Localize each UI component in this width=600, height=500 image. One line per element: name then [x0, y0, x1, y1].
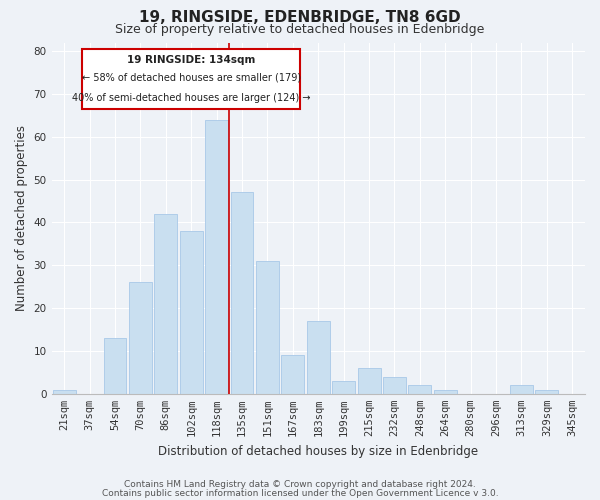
Bar: [256, 261, 279, 394]
Text: Contains public sector information licensed under the Open Government Licence v : Contains public sector information licen…: [101, 488, 499, 498]
Bar: [409, 385, 431, 394]
X-axis label: Distribution of detached houses by size in Edenbridge: Distribution of detached houses by size …: [158, 444, 478, 458]
Text: 19, RINGSIDE, EDENBRIDGE, TN8 6GD: 19, RINGSIDE, EDENBRIDGE, TN8 6GD: [139, 10, 461, 25]
Bar: [434, 390, 457, 394]
Bar: [53, 390, 76, 394]
Text: Contains HM Land Registry data © Crown copyright and database right 2024.: Contains HM Land Registry data © Crown c…: [124, 480, 476, 489]
FancyBboxPatch shape: [82, 49, 301, 109]
Bar: [383, 376, 406, 394]
Bar: [205, 120, 228, 394]
Text: 40% of semi-detached houses are larger (124) →: 40% of semi-detached houses are larger (…: [72, 93, 311, 103]
Bar: [332, 381, 355, 394]
Text: 19 RINGSIDE: 134sqm: 19 RINGSIDE: 134sqm: [127, 54, 256, 64]
Bar: [281, 355, 304, 394]
Bar: [230, 192, 253, 394]
Text: ← 58% of detached houses are smaller (179): ← 58% of detached houses are smaller (17…: [82, 72, 301, 83]
Text: Size of property relative to detached houses in Edenbridge: Size of property relative to detached ho…: [115, 22, 485, 36]
Bar: [180, 231, 203, 394]
Bar: [307, 321, 330, 394]
Bar: [535, 390, 559, 394]
Bar: [129, 282, 152, 394]
Bar: [154, 214, 177, 394]
Y-axis label: Number of detached properties: Number of detached properties: [15, 125, 28, 311]
Bar: [510, 385, 533, 394]
Bar: [104, 338, 127, 394]
Bar: [358, 368, 380, 394]
